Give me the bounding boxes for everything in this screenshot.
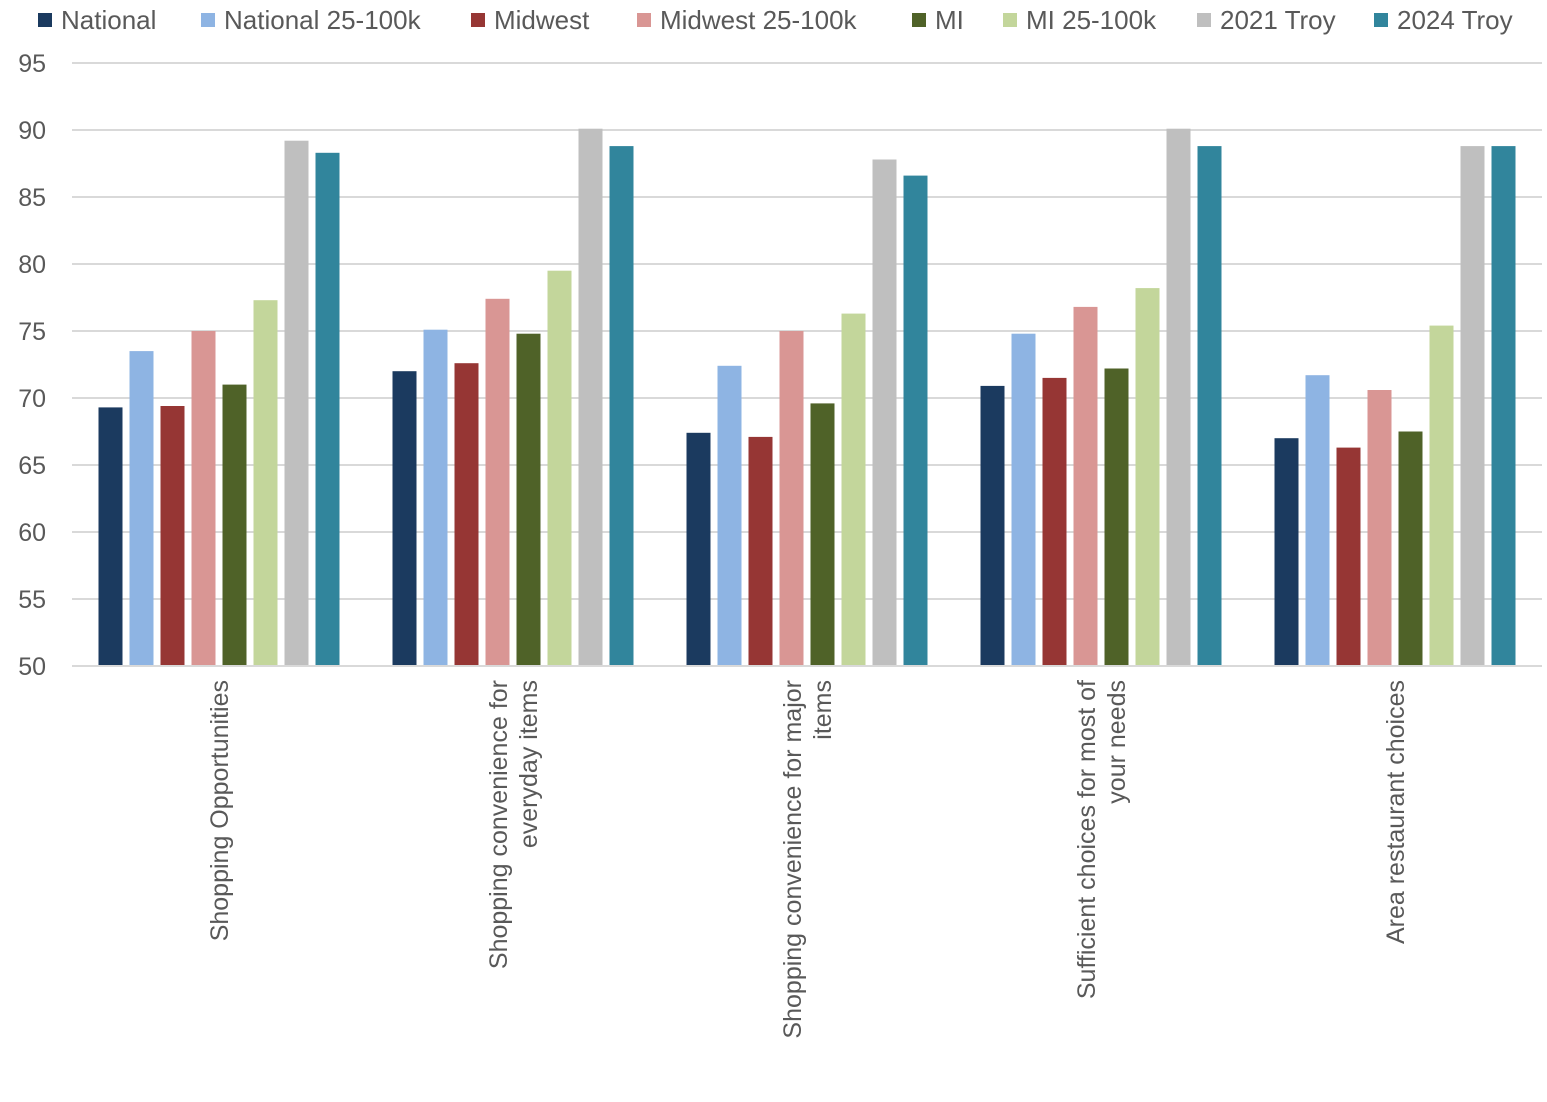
bar <box>717 365 742 666</box>
y-tick-label: 70 <box>18 385 46 413</box>
bar <box>609 146 634 667</box>
bar <box>284 140 309 666</box>
legend-label: Midwest 25-100k <box>660 4 857 35</box>
bar <box>1398 431 1423 666</box>
legend: National National 25-100k Midwest Midwest 2… <box>0 2 1547 38</box>
legend-item: Midwest <box>471 2 589 38</box>
bar <box>1197 146 1222 667</box>
legend-swatch <box>1374 13 1388 27</box>
bar <box>1274 438 1299 666</box>
bar <box>872 159 897 666</box>
bar <box>423 329 448 666</box>
y-tick-label: 80 <box>18 251 46 279</box>
legend-swatch <box>1003 13 1017 27</box>
category-label: Shopping Opportunities <box>206 680 234 941</box>
bar <box>1429 325 1454 666</box>
legend-label: 2024 Troy <box>1397 4 1513 35</box>
legend-label: MI 25-100k <box>1026 4 1157 35</box>
bar <box>1011 333 1036 666</box>
bar <box>578 128 603 666</box>
bar <box>1166 128 1191 666</box>
bar <box>315 152 340 667</box>
legend-swatch <box>637 13 651 27</box>
bar <box>253 300 278 666</box>
category-label: Area restaurant choices <box>1382 680 1410 944</box>
legend-swatch <box>1197 13 1211 27</box>
y-tick-label: 65 <box>18 452 46 480</box>
category-label-line: everyday items <box>515 680 543 848</box>
category-label-line: Area restaurant choices <box>1382 680 1410 944</box>
y-tick-label: 50 <box>18 653 46 681</box>
legend-item: 2021 Troy <box>1197 2 1336 38</box>
bar <box>516 333 541 666</box>
bar <box>222 384 247 666</box>
y-tick-label: 95 <box>18 50 46 78</box>
bar <box>129 351 154 666</box>
y-tick-label: 60 <box>18 519 46 547</box>
y-tick-label: 90 <box>18 117 46 145</box>
legend-swatch <box>471 13 485 27</box>
bar <box>547 270 572 666</box>
y-tick-label: 85 <box>18 184 46 212</box>
category-label-line: Shopping Opportunities <box>206 680 234 941</box>
bar <box>903 175 928 666</box>
category-label-line: your needs <box>1103 680 1131 804</box>
bar <box>1336 447 1361 666</box>
bar <box>1042 377 1067 666</box>
bar <box>748 436 773 666</box>
bar <box>1073 306 1098 666</box>
bar <box>1491 146 1516 667</box>
legend-swatch <box>38 13 52 27</box>
bar <box>1135 288 1160 666</box>
bar <box>392 371 417 666</box>
bar <box>810 403 835 666</box>
category-label-line: Shopping convenience for <box>485 680 513 969</box>
bar <box>98 407 123 666</box>
legend-label: 2021 Troy <box>1220 4 1336 35</box>
bar <box>1305 375 1330 666</box>
legend-item: MI <box>912 2 964 38</box>
bar <box>779 331 804 666</box>
bar <box>191 331 216 666</box>
bars <box>98 128 1516 667</box>
category-label: Shopping convenience foreveryday items <box>485 680 543 969</box>
legend-label: National <box>61 4 157 35</box>
category-label-line: Sufficient choices for most of <box>1073 680 1101 999</box>
legend-label: National 25-100k <box>224 4 421 35</box>
bar <box>485 298 510 666</box>
bar <box>160 406 185 666</box>
bar <box>686 432 711 666</box>
category-label-line: Shopping convenience for major <box>779 680 807 1039</box>
bar <box>1460 146 1485 667</box>
bar <box>1104 368 1129 666</box>
legend-item: 2024 Troy <box>1374 2 1513 38</box>
y-tick-label: 55 <box>18 586 46 614</box>
category-label-line: items <box>809 680 837 740</box>
legend-label: Midwest <box>494 4 590 35</box>
bar <box>841 313 866 666</box>
legend-swatch <box>201 13 215 27</box>
legend-item: National 25-100k <box>201 2 421 38</box>
category-labels: Shopping Opportunities Shopping convenien… <box>206 680 1410 1039</box>
legend-label: MI <box>935 4 964 35</box>
category-label: Sufficient choices for most ofyour needs <box>1073 680 1131 999</box>
bar <box>454 363 479 666</box>
y-tick-label: 75 <box>18 318 46 346</box>
legend-item: MI 25-100k <box>1003 2 1156 38</box>
bar <box>1367 390 1392 666</box>
legend-item: National <box>38 2 156 38</box>
legend-item: Midwest 25-100k <box>637 2 857 38</box>
bar <box>980 385 1005 666</box>
y-axis-tick-labels: 50 55 60 65 70 75 80 85 90 95 <box>18 50 46 681</box>
legend-swatch <box>912 13 926 27</box>
category-label: Shopping convenience for majoritems <box>779 680 837 1039</box>
